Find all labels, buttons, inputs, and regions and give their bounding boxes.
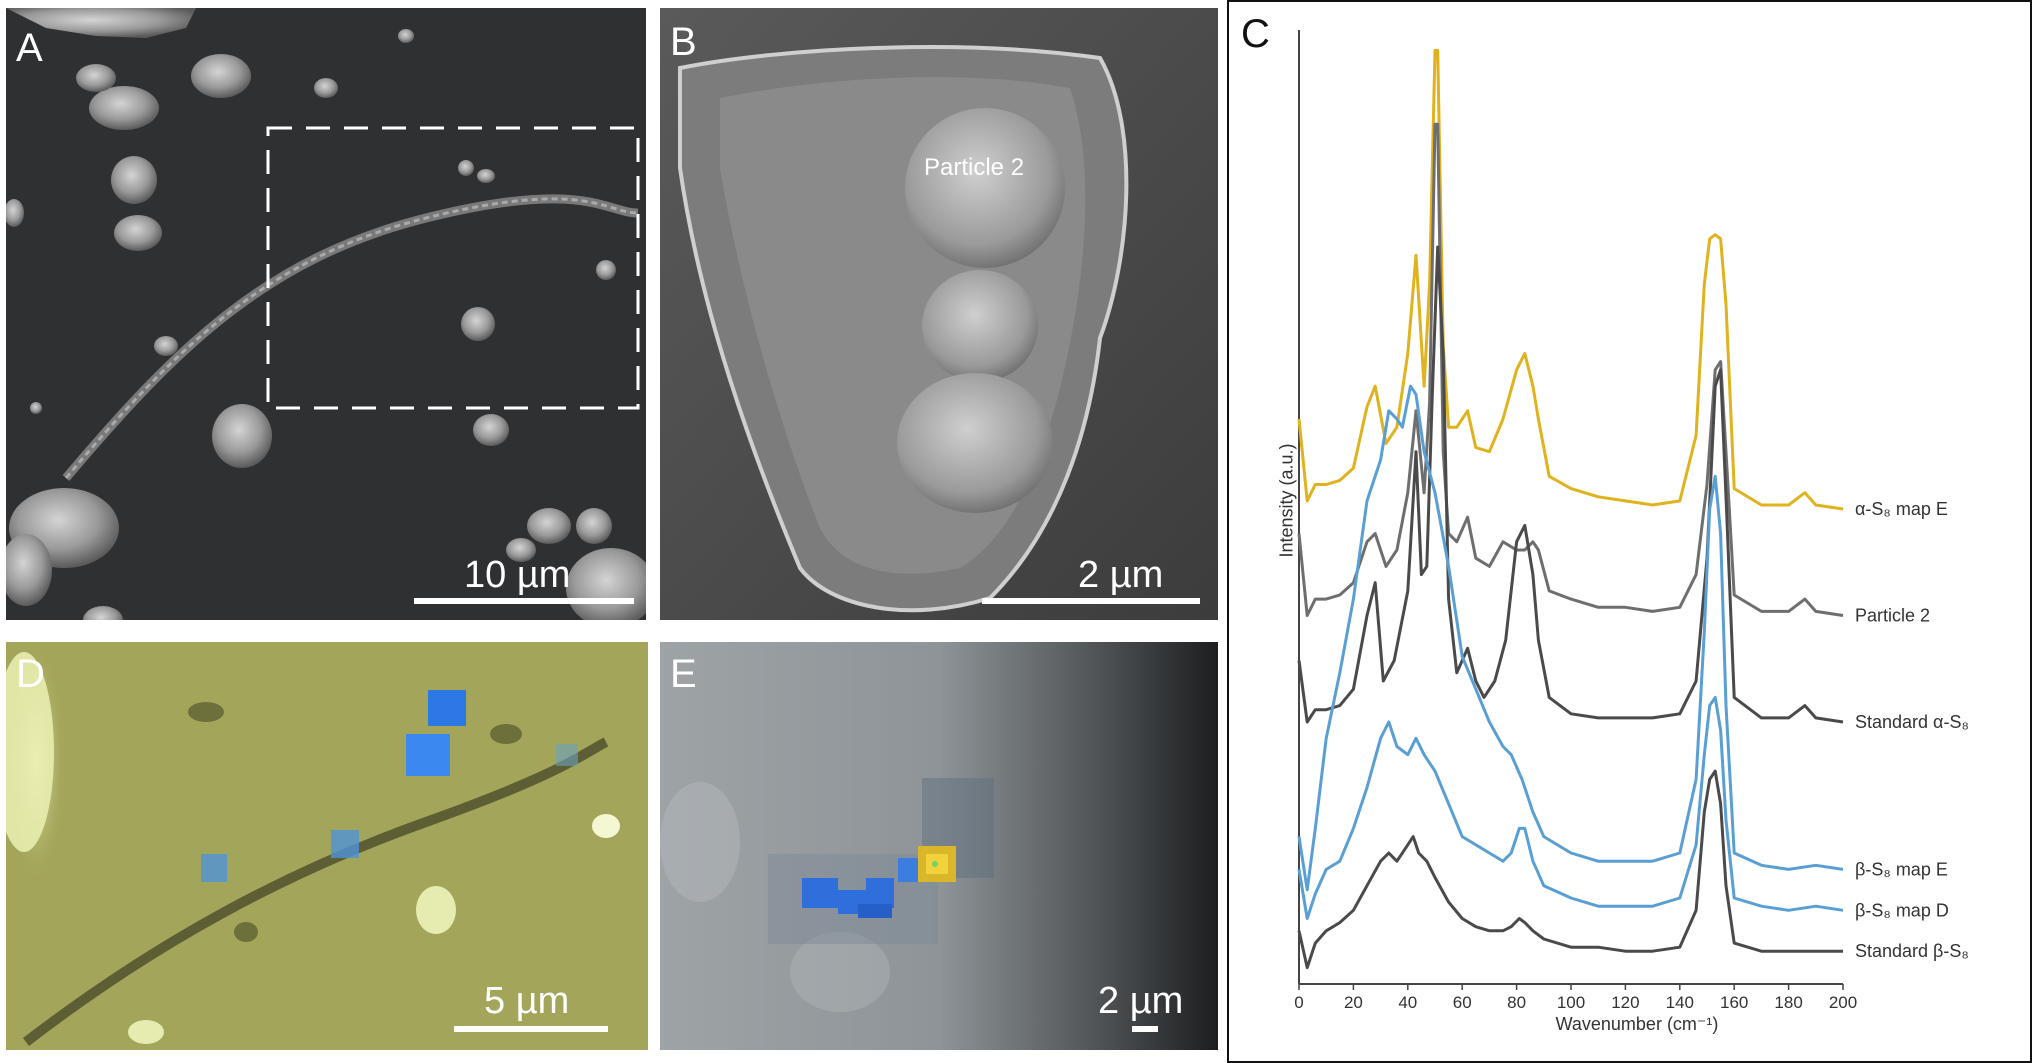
sem-particle-2-image bbox=[660, 8, 1218, 620]
panel-b-sem-image: B Particle 2 2 µm bbox=[660, 8, 1218, 620]
spectrum-trace bbox=[1297, 122, 1844, 617]
panel-letter: A bbox=[16, 26, 43, 70]
x-tick-label: 100 bbox=[1557, 993, 1585, 1012]
raman-map-e-image bbox=[660, 642, 1218, 1050]
x-tick-label: 80 bbox=[1507, 993, 1526, 1012]
panel-e-raman-map: E 2 µm bbox=[660, 642, 1218, 1050]
scale-bar bbox=[454, 1026, 608, 1032]
series-label: α-S₈ map E bbox=[1855, 499, 1948, 519]
panel-letter: B bbox=[670, 20, 697, 64]
scale-bar bbox=[1132, 1026, 1158, 1032]
sem-overview-image bbox=[6, 8, 646, 620]
spectrum-trace bbox=[1297, 384, 1844, 892]
series-label: β-S₈ map E bbox=[1855, 859, 1948, 879]
x-tick-label: 40 bbox=[1398, 993, 1417, 1012]
x-tick-label: 120 bbox=[1611, 993, 1639, 1012]
spectrum-trace bbox=[1297, 245, 1844, 724]
scale-bar-label: 5 µm bbox=[484, 980, 570, 1022]
y-axis-label: Intensity (a.u.) bbox=[1276, 443, 1297, 558]
scale-bar-label: 10 µm bbox=[464, 554, 571, 596]
spectrum-trace bbox=[1297, 769, 1843, 970]
chart-axes: 0 20 40 60 80 100 120 140 160 180 200 bbox=[1294, 30, 1857, 1012]
series-label: Standard α-S₈ bbox=[1855, 712, 1969, 732]
series-label: β-S₈ map D bbox=[1855, 900, 1949, 920]
x-tick-label: 60 bbox=[1453, 993, 1472, 1012]
series-label: Particle 2 bbox=[1855, 606, 1930, 626]
scale-bar-label: 2 µm bbox=[1098, 980, 1184, 1022]
x-axis-label: Wavenumber (cm⁻¹) bbox=[1555, 1014, 1719, 1034]
spectrum-trace bbox=[1297, 695, 1844, 920]
spectrum-trace bbox=[1297, 49, 1844, 511]
x-tick-label: 20 bbox=[1344, 993, 1363, 1012]
panel-c-raman-spectra: 0 20 40 60 80 100 120 140 160 180 200 α-S₈ map E Pa… bbox=[1227, 0, 2032, 1063]
scale-bar-label: 2 µm bbox=[1078, 554, 1164, 596]
panel-frame bbox=[1227, 0, 2032, 1063]
series-label: Standard β-S₈ bbox=[1855, 941, 1969, 961]
chart-traces bbox=[1297, 49, 1844, 970]
raman-spectra-chart: 0 20 40 60 80 100 120 140 160 180 200 α-S₈ map E Pa… bbox=[1227, 0, 2032, 1063]
panel-letter: E bbox=[670, 652, 697, 696]
panel-letter: C bbox=[1241, 12, 1270, 56]
chart-series-labels: α-S₈ map E Particle 2 Standard α-S₈ β-S₈ ma… bbox=[1855, 499, 1969, 961]
panel-letter: D bbox=[16, 652, 45, 696]
x-tick-label: 160 bbox=[1720, 993, 1748, 1012]
panel-a-sem-image: A 10 µm bbox=[6, 8, 646, 620]
x-tick-label: 0 bbox=[1294, 993, 1303, 1012]
raman-map-d-image bbox=[6, 642, 648, 1050]
scale-bar bbox=[982, 598, 1200, 604]
x-tick-label: 140 bbox=[1666, 993, 1694, 1012]
panel-d-raman-map: D 5 µm bbox=[6, 642, 648, 1050]
scale-bar bbox=[414, 598, 634, 604]
particle-2-annotation: Particle 2 bbox=[924, 154, 1025, 181]
x-tick-label: 200 bbox=[1829, 993, 1857, 1012]
x-tick-label: 180 bbox=[1774, 993, 1802, 1012]
